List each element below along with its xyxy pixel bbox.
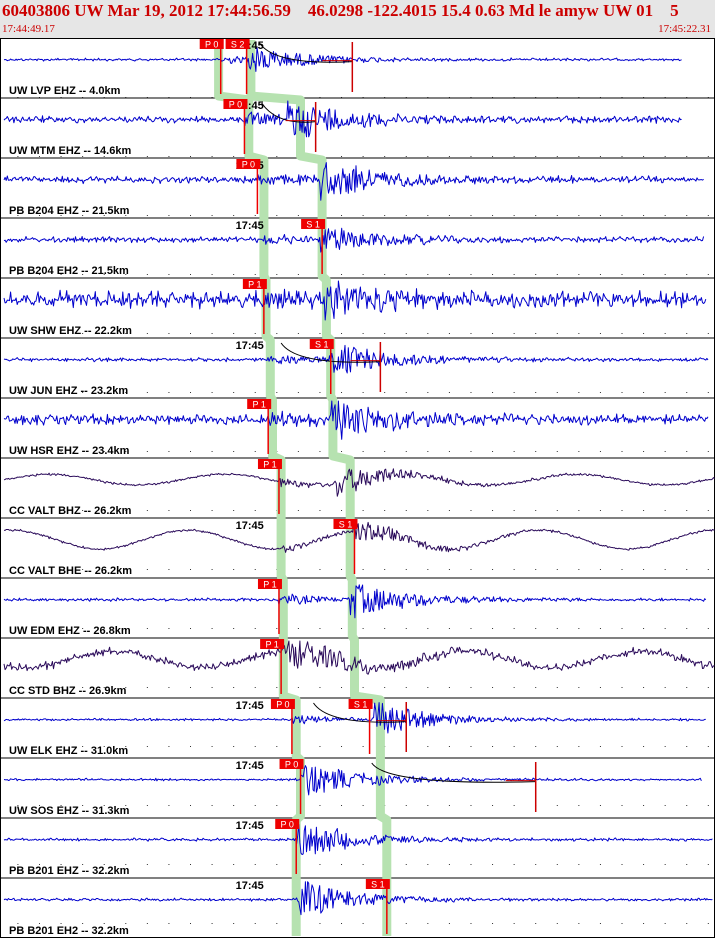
s-pick-flag <box>365 879 390 889</box>
p-pick-flag <box>260 639 285 649</box>
coda-fit-curve <box>313 702 407 723</box>
waveform-trace <box>3 824 713 855</box>
p-pick-label: P 0 <box>276 700 289 710</box>
waveform-trace <box>3 702 706 734</box>
station-label: CC STD BHZ -- 26.9km <box>9 685 127 697</box>
waveform-trace <box>3 280 707 321</box>
event-title: 60403806 UW Mar 19, 2012 17:44:56.59 46.… <box>2 1 679 20</box>
p-pick-flag <box>257 579 282 589</box>
s-travel-time-band <box>246 40 392 936</box>
s-pick-label: S 1 <box>371 880 385 890</box>
station-label: PB B204 EH2 -- 21.5km <box>9 265 129 277</box>
s-pick-label: S 1 <box>339 520 353 530</box>
seismogram-plot: UW LVP EHZ -- 4.0km 17:45 P 0 S 2 UW MTM EHZ… <box>0 38 715 938</box>
window-start-time: 17:44:49.17 <box>2 23 55 35</box>
station-label: UW JUN EHZ -- 23.2km <box>9 385 128 397</box>
window-end-time: 17:45:22.31 <box>658 23 711 35</box>
p-pick-flag <box>257 459 282 469</box>
event-header: 60403806 UW Mar 19, 2012 17:44:56.59 46.… <box>0 0 715 38</box>
s-pick-label: S 1 <box>354 700 368 710</box>
station-label: UW SOS EHZ -- 31.3km <box>9 805 130 817</box>
waveform-trace <box>3 162 704 201</box>
p-travel-time-band <box>214 40 305 936</box>
p-pick-flag <box>275 819 300 829</box>
minute-label: 17:45 <box>236 220 264 232</box>
p-pick-label: P 1 <box>263 460 276 470</box>
station-label: CC VALT BHE -- 26.2km <box>9 565 132 577</box>
waveform-trace <box>3 765 702 796</box>
waveform-trace <box>3 100 682 138</box>
s-pick-label: S 1 <box>306 220 320 230</box>
p-pick-label: P 0 <box>229 100 242 110</box>
s-pick-flag <box>348 699 373 709</box>
coda-fit-curve <box>280 342 381 363</box>
waveform-trace <box>3 881 713 916</box>
waveform-trace <box>3 47 682 72</box>
station-label: UW MTM EHZ -- 14.6km <box>9 145 131 157</box>
station-label: UW ELK EHZ -- 31.0km <box>9 745 128 757</box>
p-pick-label: P 0 <box>285 760 298 770</box>
waveform-trace <box>3 400 709 440</box>
s-pick-flag <box>333 519 358 529</box>
s-pick-flag <box>309 339 334 349</box>
minute-label: 17:45 <box>236 820 264 832</box>
p-pick-label: P 0 <box>242 160 255 170</box>
p-pick-label: P 1 <box>252 400 265 410</box>
s-pick-label: S 1 <box>315 340 329 350</box>
minute-label: 17:45 <box>236 700 264 712</box>
traces <box>3 47 715 916</box>
minute-label: 17:45 <box>236 880 264 892</box>
station-label: PB B204 EHZ -- 21.5km <box>9 205 130 217</box>
p-pick-flag <box>270 699 295 709</box>
waveform-trace <box>3 344 709 374</box>
minute-label: 17:45 <box>236 340 264 352</box>
waveform-trace <box>3 227 705 253</box>
grid <box>0 38 715 938</box>
waveform-trace <box>3 640 715 675</box>
p-pick-flag <box>247 399 272 409</box>
coda-fit-curve <box>371 762 536 783</box>
coda-fit-curve <box>261 102 316 123</box>
p-pick-flag <box>242 279 267 289</box>
p-pick-label: P 1 <box>248 280 261 290</box>
station-label: UW LVP EHZ -- 4.0km <box>9 85 121 97</box>
waveform-trace <box>3 468 715 497</box>
minute-label: 17:45 <box>236 760 264 772</box>
p-pick-flag <box>236 159 261 169</box>
minute-label: 17:45 <box>236 520 264 532</box>
station-label: PB B201 EH2 -- 32.2km <box>9 925 129 937</box>
plot-frame <box>0 38 715 938</box>
p-pick-label: P 0 <box>205 40 218 50</box>
p-pick-label: P 1 <box>265 640 278 650</box>
p-pick-label: P 1 <box>263 580 276 590</box>
s-pick-flag <box>225 39 250 49</box>
station-label: UW SHW EHZ -- 22.2km <box>9 325 132 337</box>
station-label: UW EDM EHZ -- 26.8km <box>9 625 131 637</box>
pick-overlay: UW LVP EHZ -- 4.0km 17:45 P 0 S 2 UW MTM EHZ… <box>9 39 537 937</box>
s-pick-flag <box>301 219 326 229</box>
station-label: UW HSR EHZ -- 23.4km <box>9 445 130 457</box>
p-pick-label: P 0 <box>281 820 294 830</box>
p-pick-flag <box>223 99 248 109</box>
station-label: PB B201 EHZ -- 32.2km <box>9 865 130 877</box>
p-pick-flag <box>199 39 224 49</box>
waveform-trace <box>3 584 707 619</box>
s-pick-label: S 2 <box>231 40 245 50</box>
coda-fit-curve <box>259 42 353 63</box>
p-pick-flag <box>279 759 304 769</box>
waveform-trace <box>3 520 715 553</box>
station-label: CC VALT BHZ -- 26.2km <box>9 505 132 517</box>
